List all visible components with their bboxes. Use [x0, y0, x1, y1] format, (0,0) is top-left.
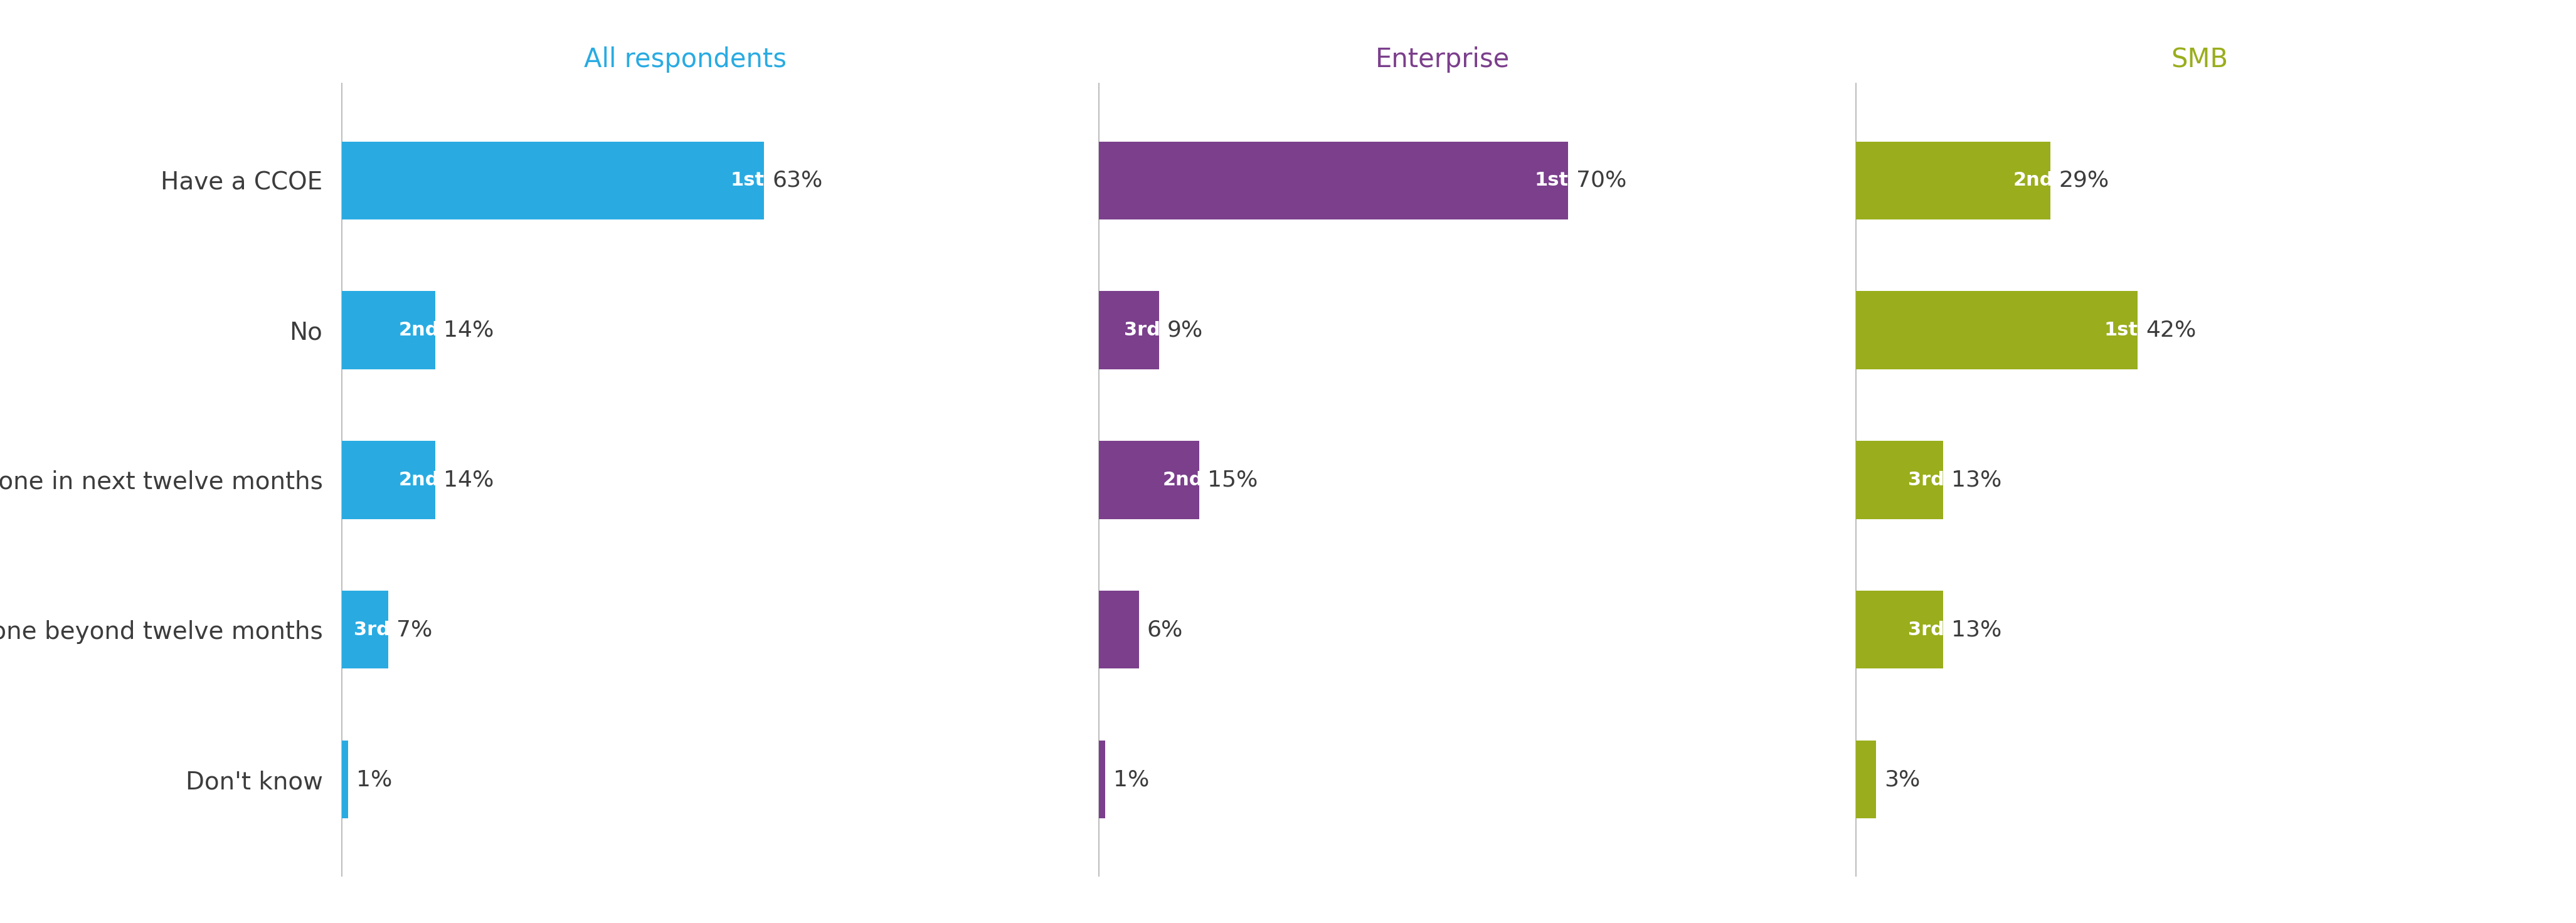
Bar — [2105, 292, 2138, 369]
Bar — [1100, 740, 1105, 819]
Text: 3rd: 3rd — [1909, 620, 1945, 639]
Text: 29%: 29% — [2058, 170, 2110, 191]
Text: 3rd: 3rd — [1123, 321, 1162, 340]
Text: 1%: 1% — [1113, 769, 1149, 790]
Title: All respondents: All respondents — [585, 47, 786, 73]
Bar — [343, 591, 389, 668]
Text: 1st: 1st — [1535, 172, 1569, 189]
Text: 1st: 1st — [732, 172, 765, 189]
Text: 15%: 15% — [1208, 469, 1257, 491]
Title: SMB: SMB — [2172, 47, 2228, 73]
Text: 2nd: 2nd — [2014, 172, 2053, 189]
Bar — [1100, 292, 1159, 369]
Bar — [1855, 292, 2138, 369]
Bar — [402, 441, 435, 519]
Text: 6%: 6% — [1146, 619, 1182, 641]
Text: 3%: 3% — [1883, 769, 1919, 790]
Bar — [1100, 441, 1200, 519]
Text: 70%: 70% — [1577, 170, 1628, 191]
Text: 9%: 9% — [1167, 319, 1203, 341]
Text: 7%: 7% — [397, 619, 433, 641]
Text: 3rd: 3rd — [353, 620, 389, 639]
Bar — [355, 591, 389, 668]
Text: 2nd: 2nd — [399, 471, 438, 489]
Bar — [343, 441, 435, 519]
Bar — [402, 292, 435, 369]
Text: 1st: 1st — [2105, 321, 2138, 340]
Bar — [1167, 441, 1200, 519]
Text: 14%: 14% — [443, 469, 495, 491]
Text: 1%: 1% — [355, 769, 392, 790]
Bar — [1100, 591, 1139, 668]
Bar — [1126, 292, 1159, 369]
Bar — [343, 740, 348, 819]
Text: 63%: 63% — [773, 170, 822, 191]
Text: 42%: 42% — [2146, 319, 2197, 341]
Bar — [1535, 141, 1569, 220]
Bar — [1855, 441, 1942, 519]
Bar — [2017, 141, 2050, 220]
Text: 2nd: 2nd — [399, 321, 438, 340]
Bar — [1909, 591, 1942, 668]
Text: 14%: 14% — [443, 319, 495, 341]
Bar — [1100, 141, 1569, 220]
Text: 2nd: 2nd — [1162, 471, 1203, 489]
Bar — [732, 141, 765, 220]
Text: 13%: 13% — [1950, 469, 2002, 491]
Text: 3rd: 3rd — [1909, 471, 1945, 489]
Bar — [1909, 441, 1942, 519]
Bar — [1855, 740, 1875, 819]
Bar — [343, 141, 765, 220]
Bar — [343, 292, 435, 369]
Title: Enterprise: Enterprise — [1376, 47, 1510, 73]
Bar — [1855, 141, 2050, 220]
Bar — [1855, 591, 1942, 668]
Text: 13%: 13% — [1950, 619, 2002, 641]
